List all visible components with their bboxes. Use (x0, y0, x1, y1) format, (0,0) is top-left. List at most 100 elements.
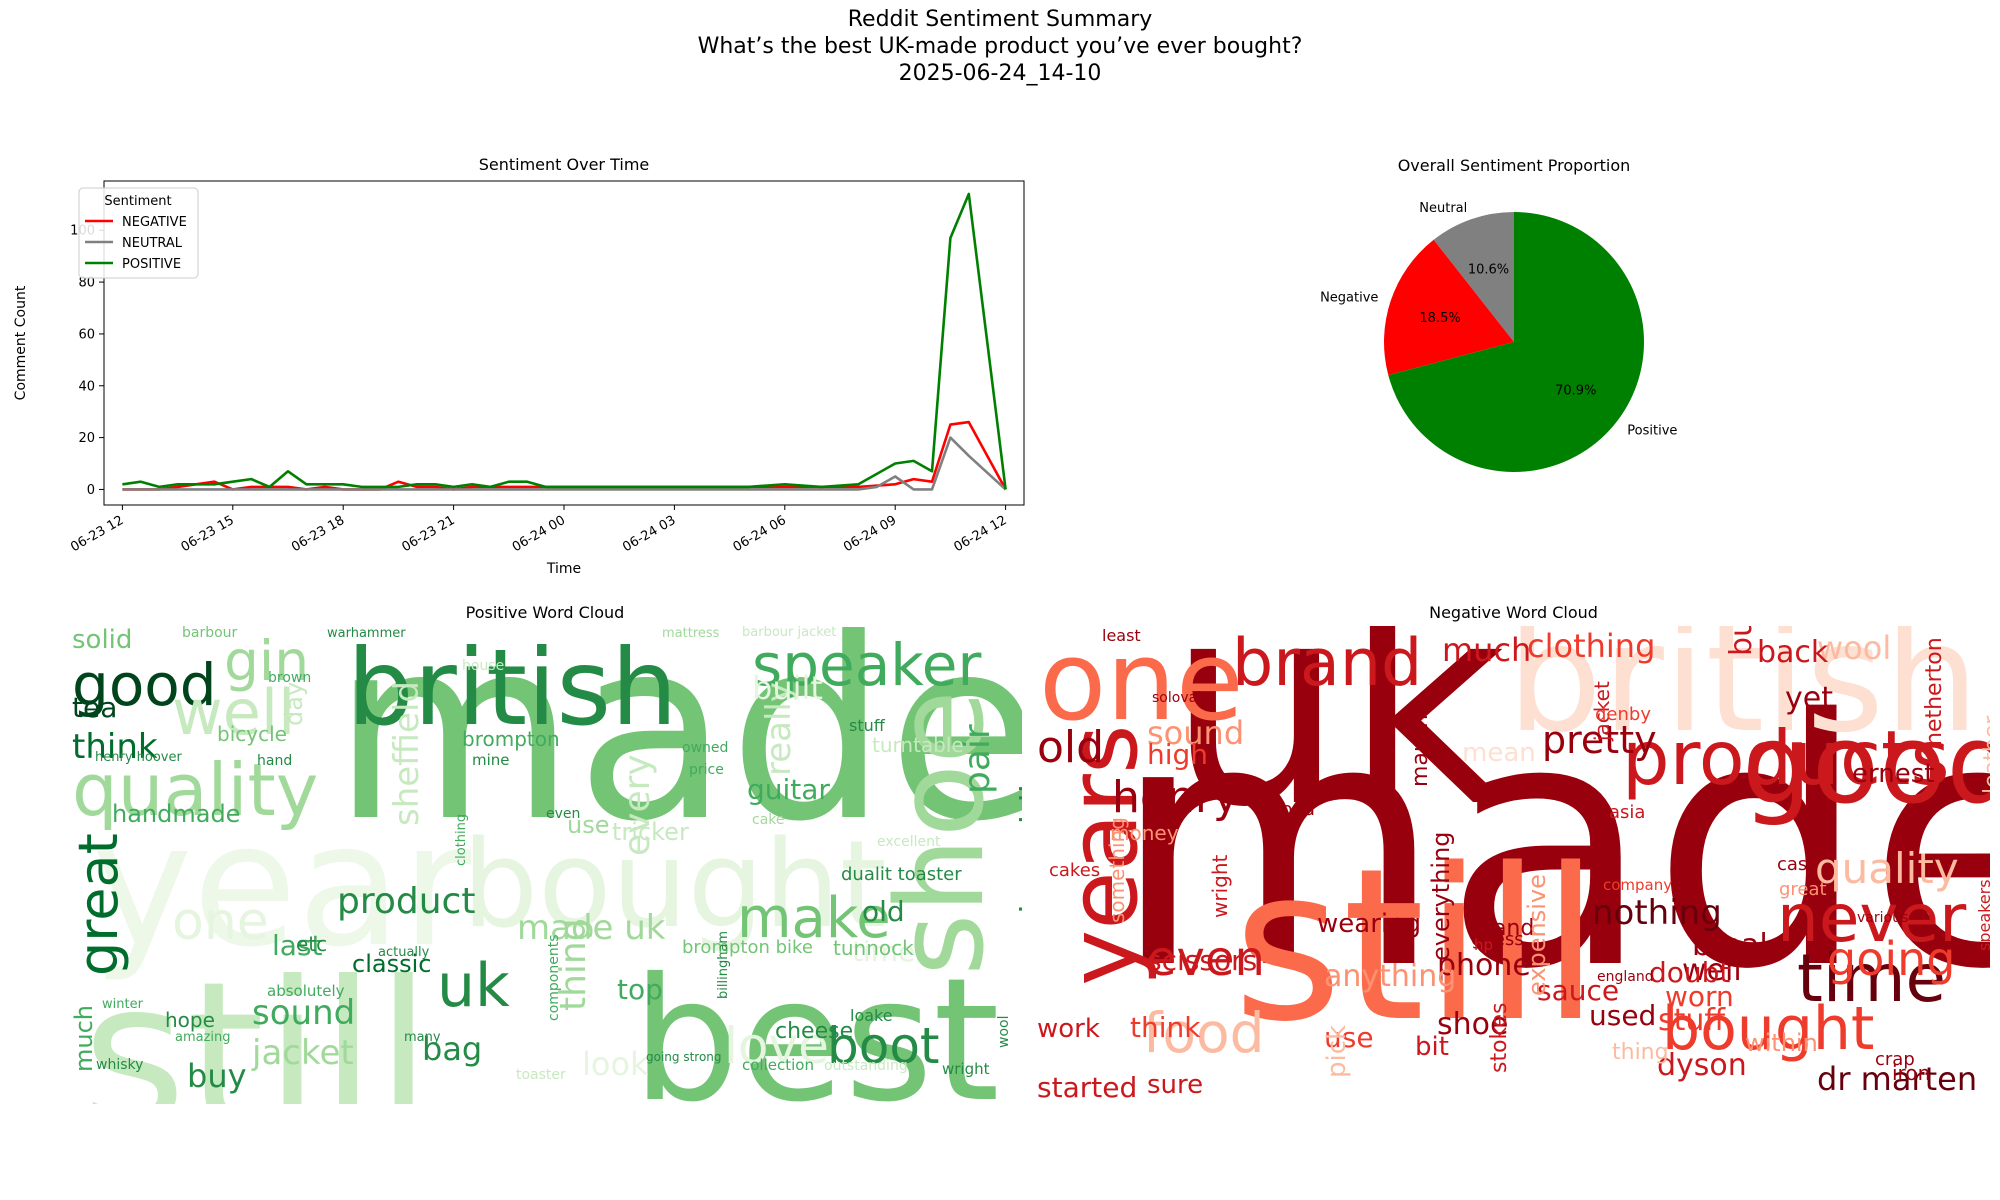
x-tick-label: 06-24 00 (510, 513, 568, 555)
negative-word: food (1143, 1001, 1265, 1065)
pie-chart-title: Overall Sentiment Proportion (1398, 156, 1631, 175)
positive-word: mattress (662, 626, 720, 641)
negative-word: pick (1322, 1024, 1352, 1078)
x-tick-label: 06-23 18 (289, 513, 347, 555)
negative-word: something (1105, 817, 1129, 923)
positive-word: warhammer (327, 626, 406, 641)
negative-word: netherton (1922, 637, 1947, 746)
positive-word: brown (268, 670, 312, 686)
figure-title: Reddit Sentiment Summary What’s the best… (0, 6, 2000, 87)
positive-word: many (404, 1030, 441, 1045)
figure-title-line-2: What’s the best UK-made product you’ve e… (697, 34, 1303, 59)
positive-word: made uk (517, 908, 666, 948)
y-tick-label: 0 (87, 483, 95, 498)
positive-word: good (72, 651, 217, 719)
negative-word: started (1037, 1071, 1138, 1104)
positive-word: classic (352, 950, 432, 978)
negative-word: crap (1875, 1049, 1915, 1070)
negative-word: nothing (1592, 893, 1722, 933)
positive-word: make (737, 886, 891, 951)
positive-word: etc (296, 932, 328, 956)
positive-word: clothing (454, 813, 469, 866)
pie-label-negative: Negative (1320, 291, 1378, 306)
negative-word: cakes (1049, 860, 1101, 881)
negative-word: one (1039, 626, 1244, 745)
negative-word: money (1110, 821, 1179, 845)
negative-word: pretty (1542, 718, 1657, 762)
positive-word: time (852, 935, 916, 968)
negative-word: british (1507, 626, 1980, 766)
legend-label-negative: NEGATIVE (122, 215, 187, 230)
pie-slice-negative (1384, 239, 1514, 376)
positive-word: day (280, 681, 308, 726)
negative-cloud-title: Negative Word Cloud (1429, 603, 1598, 622)
negative-word: quality (1815, 844, 1959, 893)
negative-word: speakers (1975, 879, 1990, 951)
negative-word: stuff (1658, 1003, 1726, 1038)
positive-word: tricker (612, 818, 689, 846)
negative-word: guess (1471, 929, 1524, 950)
pie-percent-neutral: 10.6% (1468, 262, 1509, 277)
positive-cloud-title: Positive Word Cloud (465, 603, 625, 622)
negative-word: stokes (1487, 1002, 1512, 1073)
pie-label-neutral: Neutral (1419, 201, 1467, 216)
negative-word: bit (1415, 1032, 1449, 1062)
positive-word: hope (165, 1008, 215, 1032)
negative-word: doubt (1649, 956, 1731, 989)
negative-word: ernest (1852, 759, 1935, 789)
positive-word: old (862, 895, 905, 928)
positive-word: toaster (516, 1067, 566, 1083)
positive-word: winter (102, 997, 143, 1012)
positive-word: tea (72, 691, 118, 724)
positive-word: excellent (877, 834, 941, 850)
negative-word: scissors (1147, 944, 1258, 977)
pie-slice-positive (1388, 212, 1645, 473)
figure-title-line-3: 2025-06-24_14-10 (898, 61, 1102, 86)
x-tick-label: 06-24 06 (731, 513, 789, 555)
positive-word: speaker (752, 631, 982, 699)
negative-word-cloud: made uk still british one good years products br… (1037, 626, 1990, 1104)
x-tick-label: 06-24 12 (951, 513, 1009, 555)
positive-word: sound (252, 993, 356, 1033)
positive-word: look (582, 1045, 649, 1083)
x-axis-label: Time (546, 561, 581, 577)
positive-word: cake (752, 812, 785, 828)
negative-word: well (1682, 953, 1742, 988)
pie-percent-positive: 70.9% (1555, 384, 1596, 399)
negative-word: martin (1408, 714, 1433, 787)
positive-word: think (72, 727, 158, 767)
negative-word: various (1857, 910, 1909, 926)
negative-word: england (1597, 969, 1654, 985)
negative-word: even (1147, 931, 1265, 987)
negative-word: used (1589, 999, 1657, 1032)
positive-word: even (546, 806, 581, 822)
negative-word: bad (1281, 799, 1315, 820)
negative-word: least (1102, 626, 1141, 645)
negative-word: worn (1665, 980, 1734, 1013)
positive-word: price (689, 762, 724, 778)
positive-word: henry hoover (95, 750, 182, 765)
y-tick-label: 80 (78, 276, 95, 291)
positive-word: handmade (112, 800, 241, 828)
positive-word: hand (257, 753, 293, 769)
legend-label-positive: POSITIVE (122, 257, 181, 272)
positive-word: brompton bike (682, 937, 813, 958)
negative-word: solovair (1152, 690, 1207, 706)
x-tick-label: 06-23 21 (399, 513, 457, 555)
positive-word: absolutely (267, 982, 345, 1000)
positive-word: quality (72, 748, 319, 832)
positive-word: sheffield (387, 681, 427, 826)
negative-word: use (1324, 1021, 1374, 1054)
negative-word: hp (1474, 936, 1494, 954)
negative-word: wearing (1317, 909, 1422, 939)
positive-word: stuff (849, 716, 885, 735)
positive-word: going strong (646, 1050, 722, 1064)
positive-word: uk (437, 951, 510, 1021)
x-tick-label: 06-23 12 (68, 513, 126, 555)
positive-word: pair (957, 724, 998, 794)
negative-word: sure (1147, 1070, 1204, 1100)
negative-word: still (1233, 823, 1600, 1068)
positive-word: dualit toaster (841, 864, 962, 885)
legend-box (78, 187, 199, 279)
positive-word: still (82, 939, 432, 1105)
